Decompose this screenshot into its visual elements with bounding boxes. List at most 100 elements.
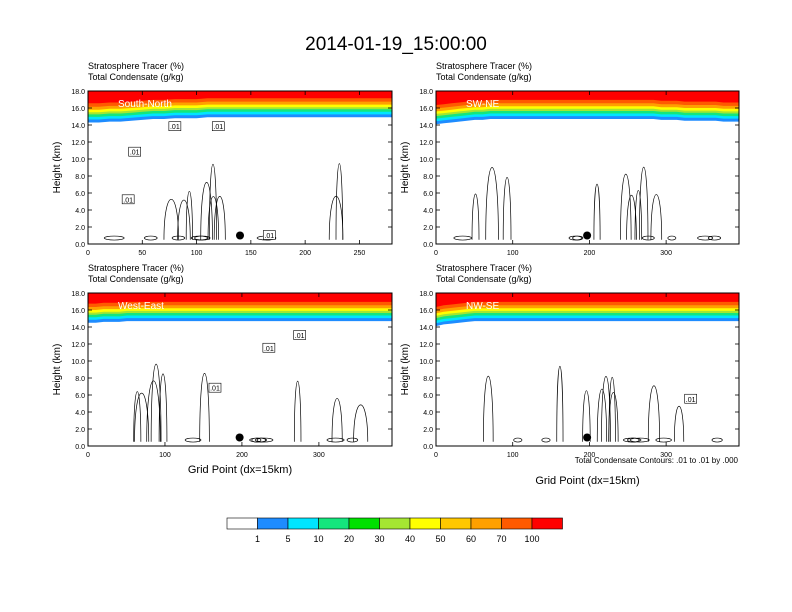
x-tick-label: 200 [584,452,596,459]
contour-label-box [293,330,306,340]
contour-line [199,373,210,442]
colorbar-label: 30 [374,534,384,544]
contour-line [601,376,611,442]
y-tick-label: 14.0 [419,123,433,130]
contour-footnote: Total Condensate Contours: .01 to .01 by… [575,456,739,465]
contour-line [647,385,660,442]
contour-line [572,235,584,241]
y-tick-label: 16.0 [71,106,85,113]
tracer-band-8 [436,293,739,307]
panel-header-tracer: Stratosphere Tracer (%) [436,263,532,273]
contour-label-box [121,194,135,205]
location-marker [583,231,592,240]
panel-label: NW-SE [466,301,499,312]
colorbar-swatch [287,517,319,530]
contour-label: .01 [128,146,141,157]
x-tick-label: 300 [313,452,325,459]
contour-line [711,437,723,443]
contour-line [667,235,677,241]
panel-1: Stratosphere Tracer (%)Total Condensate … [52,61,393,257]
y-tick-label: 10.0 [419,157,433,164]
contour-line [485,167,499,240]
x-tick-label: 0 [434,452,438,459]
y-tick-label: 4.0 [75,410,85,417]
y-tick-label: 0.0 [423,444,433,451]
contour-line [158,373,168,442]
y-tick-label: 0.0 [75,242,85,249]
contour-line [207,196,220,240]
contour-line [502,177,512,240]
panel-header-tracer: Stratosphere Tracer (%) [436,61,532,71]
contour-line [146,380,161,442]
contour-line [513,437,523,443]
y-tick-label: 10.0 [71,157,85,164]
panel-4: Stratosphere Tracer (%)Total Condensate … [400,263,740,487]
contour-label: .01 [293,330,306,340]
y-tick-label: 16.0 [419,308,433,315]
y-tick-label: 12.0 [419,342,433,349]
y-tick-label: 0.0 [75,444,85,451]
y-tick-label: 6.0 [75,393,85,400]
plot-area [88,293,392,446]
x-tick-label: 200 [236,452,248,459]
y-tick-label: 6.0 [423,393,433,400]
y-tick-label: 8.0 [75,174,85,181]
x-tick-label: 150 [245,250,257,257]
contour-line [629,437,650,443]
contour-label: .01 [684,393,697,404]
y-tick-label: 6.0 [75,191,85,198]
contour-line [582,390,591,442]
colorbar: 1 5 10 20 30 40 50 60 70 100 [226,517,563,544]
y-tick-label: 4.0 [75,208,85,215]
contour-label-text: .01 [264,346,274,353]
contour-line [471,193,480,240]
panels: Stratosphere Tracer (%)Total Condensate … [52,61,740,487]
y-tick-label: 0.0 [423,242,433,249]
x-tick-label: 100 [159,452,171,459]
contour-label-box [211,121,225,131]
panel-frame [435,292,740,447]
y-tick-label: 4.0 [423,208,433,215]
panel-header-condensate: Total Condensate (g/kg) [88,274,184,284]
panel-header-condensate: Total Condensate (g/kg) [88,72,184,82]
panel-header-condensate: Total Condensate (g/kg) [436,274,532,284]
y-tick-label: 2.0 [75,225,85,232]
condensate-contours [483,366,723,443]
contour-line [620,173,632,240]
y-axis-label: Height (km) [52,344,63,396]
y-tick-label: 2.0 [423,427,433,434]
x-tick-label: 100 [507,452,519,459]
contour-label-text: .01 [210,386,220,393]
y-tick-label: 4.0 [423,410,433,417]
colorbar-label: 5 [285,534,290,544]
x-tick-label: 250 [354,250,366,257]
x-tick-label: 0 [434,250,438,257]
x-tick-label: 50 [138,250,146,257]
colorbar-swatch [379,517,411,530]
y-tick-label: 18.0 [419,291,433,298]
y-tick-label: 18.0 [71,291,85,298]
contour-label-box [263,230,276,240]
x-axis-label: Grid Point (dx=15km) [535,475,639,487]
colorbar-label: 70 [496,534,506,544]
contour-label: .01 [262,342,276,353]
contour-line [328,195,344,240]
panel-header-tracer: Stratosphere Tracer (%) [88,61,184,71]
contour-line [655,437,672,443]
y-tick-label: 10.0 [419,359,433,366]
plot-area [436,91,739,244]
panel-label: SW-NE [466,99,499,110]
panel-label: South-North [118,99,172,110]
contour-line [650,194,663,240]
contour-line [673,406,685,442]
contour-line [556,366,564,442]
condensate-contours [103,163,344,241]
contour-line [541,437,551,443]
plot-area [436,293,739,446]
x-tick-label: 100 [507,250,519,257]
contour-label: .01 [121,194,135,205]
x-tick-label: 300 [660,250,672,257]
x-tick-label: 100 [191,250,203,257]
location-marker [583,433,592,442]
